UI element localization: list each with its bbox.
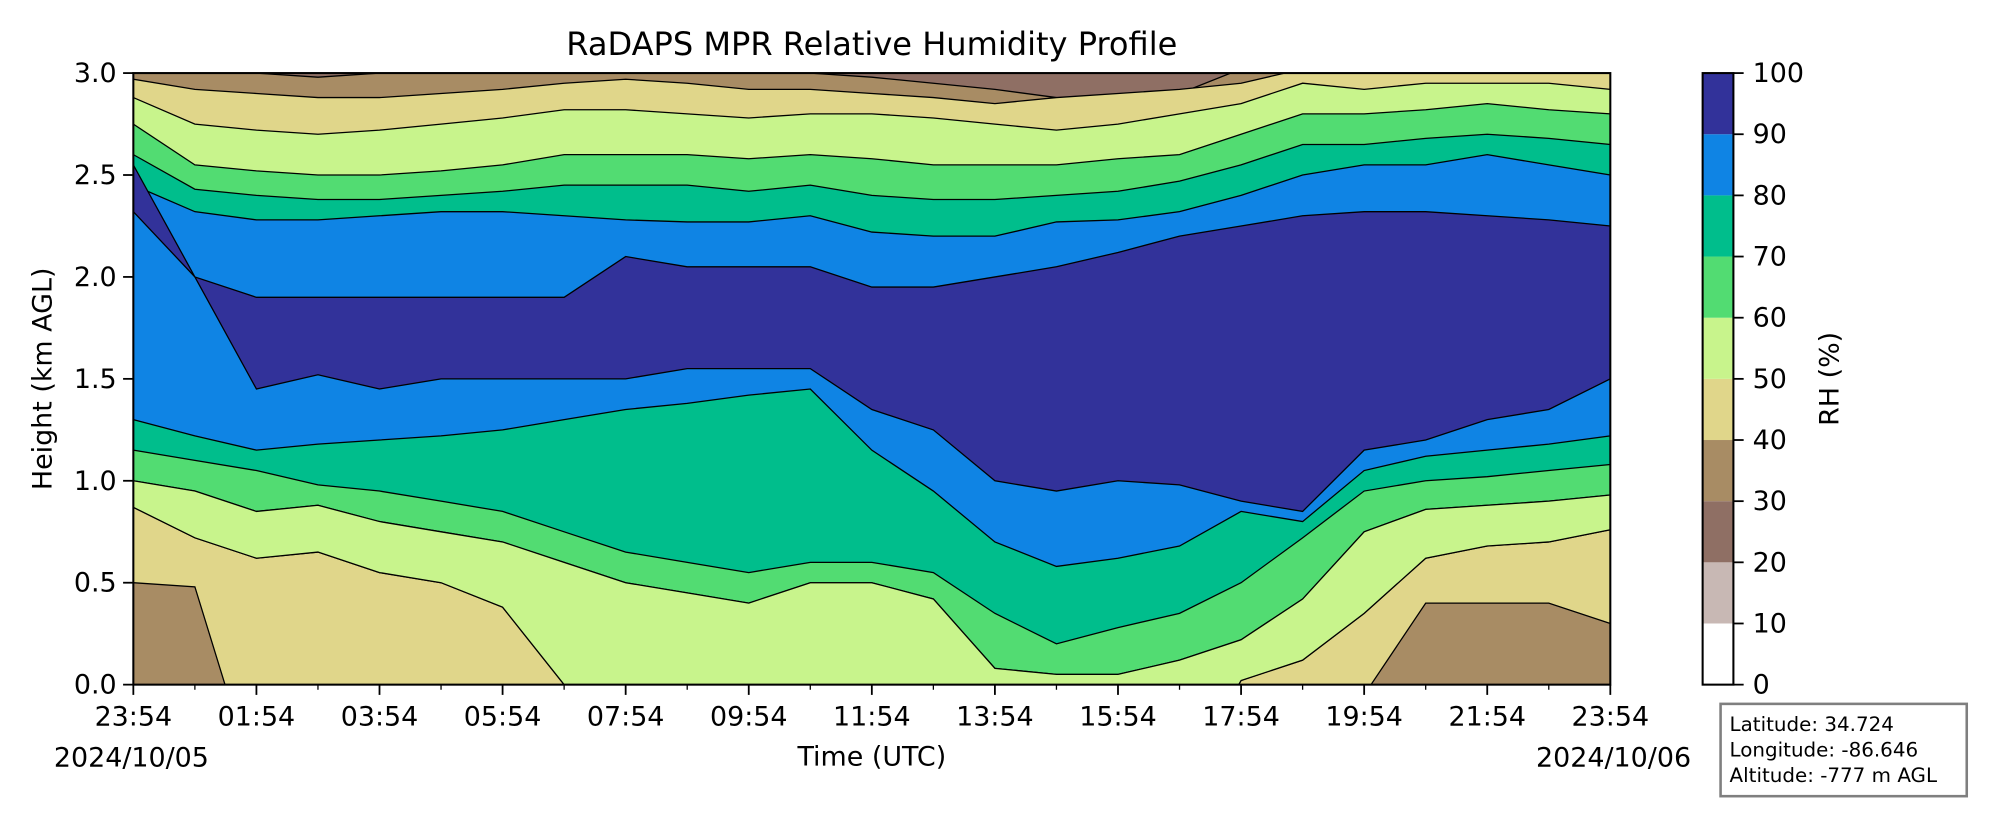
colorbar-tick-label: 30 — [1753, 486, 1787, 517]
y-tick-label: 1.0 — [74, 466, 117, 497]
x-tick-label: 13:54 — [956, 702, 1034, 733]
x-tick-label: 09:54 — [710, 702, 788, 733]
y-tick-label: 0.5 — [74, 568, 117, 599]
x-tick-label: 05:54 — [464, 702, 542, 733]
x-tick-label: 07:54 — [587, 702, 665, 733]
y-tick-label: 3.0 — [74, 58, 117, 89]
colorbar-tick-label: 100 — [1753, 58, 1804, 89]
band-surface-30-40 — [133, 582, 1611, 685]
colorbar-segment — [1702, 195, 1734, 257]
colorbar-segment — [1702, 562, 1734, 624]
chart-title: RaDAPS MPR Relative Humidity Profile — [566, 25, 1177, 63]
start-date-label: 2024/10/05 — [54, 743, 209, 774]
x-tick-label: 23:54 — [1572, 702, 1650, 733]
end-date-label: 2024/10/06 — [1536, 743, 1691, 774]
x-tick-label: 15:54 — [1079, 702, 1157, 733]
band-90-100 — [133, 164, 1611, 513]
altitude-text: Altitude: -777 m AGL — [1729, 764, 1938, 788]
colorbar-tick-label: 0 — [1753, 670, 1770, 701]
colorbar-label: RH (%) — [1815, 332, 1846, 426]
colorbar-segment — [1702, 134, 1734, 196]
y-tick-label: 0.0 — [74, 670, 117, 701]
colorbar-segment — [1702, 378, 1734, 441]
x-axis-label: Time (UTC) — [796, 741, 946, 772]
x-tick-label: 01:54 — [218, 702, 296, 733]
y-tick-label: 1.5 — [74, 364, 117, 395]
x-tick-label: 17:54 — [1202, 702, 1280, 733]
colorbar-tick-label: 20 — [1753, 547, 1787, 578]
colorbar-tick-label: 70 — [1753, 242, 1787, 273]
y-tick-label: 2.0 — [74, 262, 117, 293]
colorbar-tick-label: 60 — [1753, 303, 1787, 334]
colorbar-segment — [1702, 623, 1734, 685]
colorbar-segment — [1702, 317, 1734, 379]
contour-fill-group — [133, 73, 1611, 685]
longitude-text: Longitude: -86.646 — [1729, 738, 1919, 762]
colorbar: 0 10 20 30 40 50 60 70 80 90 100 — [1701, 58, 1804, 701]
colorbar-segment — [1702, 73, 1734, 135]
x-tick-label: 23:54 — [95, 702, 173, 733]
band-surface-40-50 — [133, 506, 1611, 685]
x-tick-label: 03:54 — [341, 702, 419, 733]
station-info-box: Latitude: 34.724 Longitude: -86.646 Alti… — [1719, 702, 1969, 798]
latitude-text: Latitude: 34.724 — [1729, 712, 1894, 736]
x-tick-label: 19:54 — [1325, 702, 1403, 733]
colorbar-tick-label: 10 — [1753, 608, 1787, 639]
band-lower-50-60 — [133, 480, 1611, 685]
colorbar-tick-label: 40 — [1753, 425, 1787, 456]
x-tick-label: 21:54 — [1448, 702, 1526, 733]
y-tick-label: 2.5 — [74, 160, 117, 191]
colorbar-segment — [1702, 256, 1734, 318]
axes: 23:54 01:54 03:54 05:54 07:54 09:54 11:54 13:54… — [74, 58, 1649, 733]
colorbar-tick-label: 80 — [1753, 180, 1787, 211]
x-tick-label: 11:54 — [833, 702, 911, 733]
colorbar-segment — [1702, 440, 1734, 502]
colorbar-segment — [1702, 501, 1734, 563]
colorbar-tick-label: 50 — [1753, 364, 1787, 395]
plot-area — [133, 73, 1611, 685]
colorbar-tick-label: 90 — [1753, 119, 1787, 150]
y-axis-label: Height (km AGL) — [27, 268, 58, 491]
